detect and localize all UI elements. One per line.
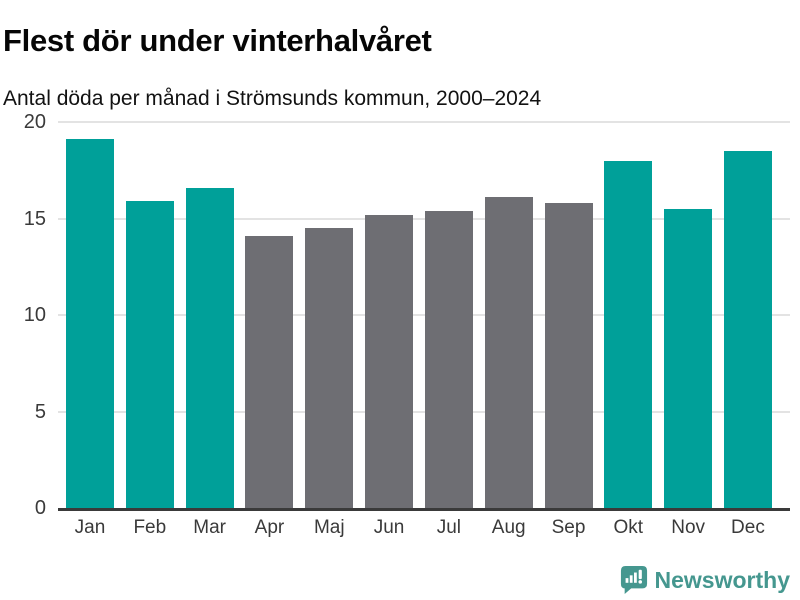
x-tick-label-jan: Jan xyxy=(74,517,106,538)
gridline-10 xyxy=(58,314,790,316)
x-tick-label-dec: Dec xyxy=(731,517,765,538)
brand-name: Newsworthy xyxy=(654,566,790,593)
x-tick-label-okt: Okt xyxy=(613,517,644,538)
x-tick-label-sep: Sep xyxy=(551,517,586,538)
x-tick-label-apr: Apr xyxy=(254,517,285,538)
gridline-5 xyxy=(58,410,790,413)
x-tick-label-nov: Nov xyxy=(671,517,706,538)
bar-jun xyxy=(365,214,414,508)
gridline-15 xyxy=(58,217,790,220)
x-tick-label-jun: Jun xyxy=(373,517,405,538)
x-axis: Jan Feb Mar Apr Maj Jun Jul Aug Sep Okt Nov Dec xyxy=(58,517,790,539)
bar-okt xyxy=(604,160,653,508)
x-tick-label-feb: Feb xyxy=(133,517,167,538)
bar-dec xyxy=(723,150,772,508)
x-tick-label-maj: Maj xyxy=(313,517,345,538)
bar-nov xyxy=(664,208,713,508)
y-tick-label-0: 0 xyxy=(34,497,46,519)
gridline-20 xyxy=(58,121,790,123)
plot-area xyxy=(58,121,790,511)
x-tick-label-aug: Aug xyxy=(491,517,526,538)
y-tick-label-20: 20 xyxy=(23,111,46,133)
y-tick-label-15: 15 xyxy=(23,207,46,230)
bar-jul xyxy=(424,210,473,508)
bar-aug xyxy=(484,197,533,508)
x-tick-label-mar: Mar xyxy=(193,517,226,538)
y-tick-label-5: 5 xyxy=(34,400,46,423)
bar-feb xyxy=(125,201,174,508)
bar-sep xyxy=(544,203,593,508)
bar-mar xyxy=(185,187,234,508)
y-axis: 0 5 10 15 20 xyxy=(0,112,46,518)
bar-apr xyxy=(245,235,294,508)
y-tick-label-10: 10 xyxy=(23,304,46,326)
chart-subtitle: Antal döda per månad i Strömsunds kommun… xyxy=(3,87,542,110)
newsworthy-chart-bubble-icon xyxy=(620,564,648,596)
bars-row xyxy=(58,122,790,508)
bar-jan xyxy=(66,139,114,508)
chart-title: Flest dör under vinterhalvåret xyxy=(3,22,432,58)
footer-logo: Newsworthy xyxy=(620,564,790,596)
x-tick-label-jul: Jul xyxy=(436,517,462,538)
bar-maj xyxy=(305,228,354,508)
